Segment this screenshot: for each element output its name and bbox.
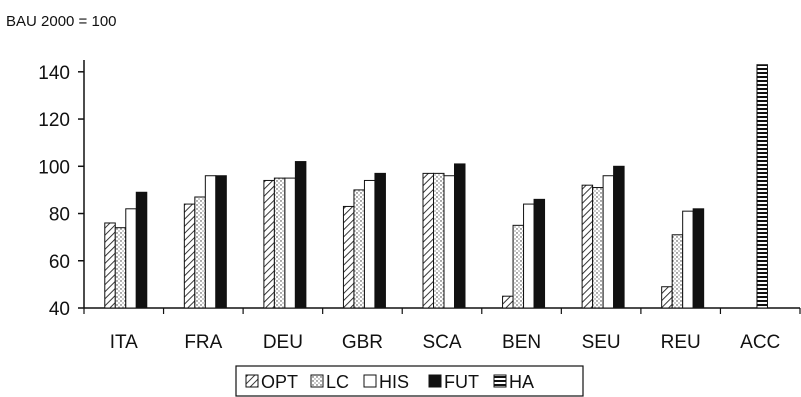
bar-his-deu xyxy=(284,177,296,309)
bar-opt-sca xyxy=(422,172,434,309)
bar-lc-ben xyxy=(512,224,525,309)
legend-label-his: HIS xyxy=(379,372,409,392)
bars xyxy=(104,64,768,309)
legend-box xyxy=(235,365,584,397)
bar-his-seu xyxy=(602,175,615,309)
x-tick-label: BEN xyxy=(502,332,541,353)
legend-swatch-opt xyxy=(245,374,259,388)
x-tick-label: SCA xyxy=(422,332,461,353)
bar-fut-fra xyxy=(215,175,227,309)
y-tick-label: 60 xyxy=(49,252,70,273)
legend-swatch-fut xyxy=(428,374,442,388)
bar-opt-fra xyxy=(183,203,196,309)
bar-fut-seu xyxy=(613,165,625,309)
legend-label-fut: FUT xyxy=(444,372,479,392)
x-tick-label: ACC xyxy=(740,332,780,353)
bar-fut-sca xyxy=(454,163,466,309)
bar-opt-ita xyxy=(104,222,116,309)
y-axis-unit-label: BAU 2000 = 100 xyxy=(6,13,117,30)
bar-fut-gbr xyxy=(374,172,386,309)
y-tick-label: 120 xyxy=(38,110,70,131)
legend-swatch-ha xyxy=(493,374,507,388)
bar-lc-ita xyxy=(114,227,127,309)
bar-his-fra xyxy=(204,175,217,309)
y-tick-label: 80 xyxy=(49,205,70,226)
bar-lc-fra xyxy=(194,196,206,309)
bar-his-ita xyxy=(125,208,137,309)
bar-his-reu xyxy=(682,210,694,309)
legend-label-lc: LC xyxy=(326,372,349,392)
bar-opt-gbr xyxy=(342,205,355,309)
y-tick-label: 100 xyxy=(38,157,70,178)
bar-his-sca xyxy=(443,175,455,309)
legend-swatch-lc xyxy=(310,374,324,388)
bar-lc-gbr xyxy=(353,189,365,309)
x-axis xyxy=(83,307,801,314)
y-tick-label: 40 xyxy=(49,299,70,320)
category-labels: ITA FRA DEU GBR SCA BEN SEU REU ACC xyxy=(110,332,781,353)
legend-label-opt: OPT xyxy=(261,372,298,392)
bar-lc-seu xyxy=(592,187,604,309)
legend: OPT LC HIS FUT HA xyxy=(235,365,584,397)
legend-label-ha: HA xyxy=(509,372,534,392)
x-tick-label: DEU xyxy=(263,332,303,353)
bar-opt-reu xyxy=(661,286,673,309)
bar-fut-reu xyxy=(692,208,705,309)
bar-fut-ita xyxy=(135,191,148,309)
bar-his-gbr xyxy=(363,179,376,309)
bar-lc-deu xyxy=(273,177,286,309)
bar-fut-deu xyxy=(294,161,307,309)
x-tick-label: REU xyxy=(661,332,701,353)
bar-opt-ben xyxy=(502,295,514,309)
bar-his-ben xyxy=(523,203,535,309)
y-tick-label: 140 xyxy=(38,63,70,84)
bar-opt-deu xyxy=(263,179,275,309)
bar-fut-ben xyxy=(533,198,546,309)
bar-ha-acc xyxy=(756,64,768,309)
bar-lc-reu xyxy=(671,234,684,309)
legend-swatch-his xyxy=(363,374,377,388)
y-axis: 40 60 80 100 120 140 xyxy=(38,60,85,320)
x-tick-label: FRA xyxy=(184,332,222,353)
x-tick-label: GBR xyxy=(342,332,383,353)
x-tick-label: ITA xyxy=(110,332,138,353)
bar-lc-sca xyxy=(433,172,445,309)
x-tick-label: SEU xyxy=(582,332,621,353)
bar-opt-seu xyxy=(581,184,594,309)
